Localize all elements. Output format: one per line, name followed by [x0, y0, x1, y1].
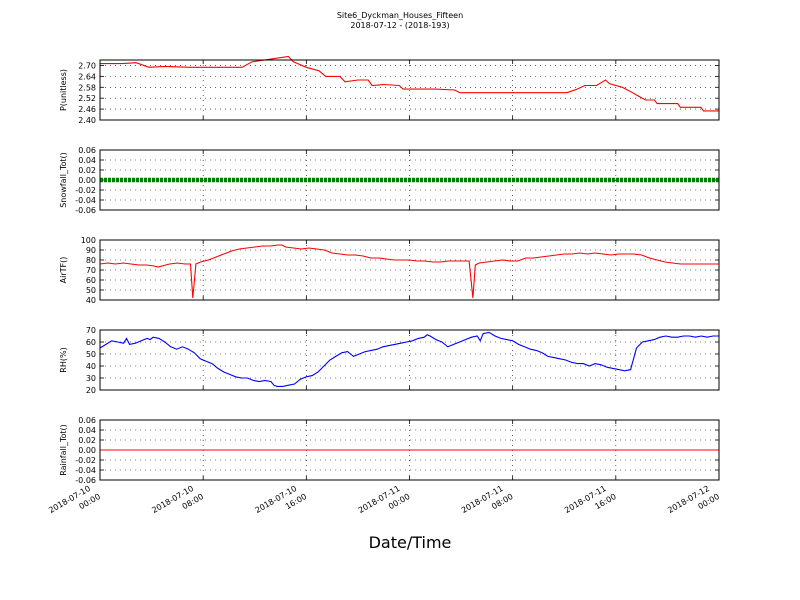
y-axis-label: RH(%): [59, 347, 68, 372]
y-tick-label: 0.04: [78, 156, 96, 165]
panel-frame: [99, 149, 720, 211]
y-tick-label: 70: [86, 266, 96, 275]
y-tick-label: 2.46: [78, 105, 96, 114]
panel-frame: [99, 419, 720, 481]
y-tick-label: 30: [86, 374, 96, 383]
y-tick-label: 2.52: [78, 94, 96, 103]
y-tick-label: -0.04: [75, 466, 96, 475]
y-tick-label: 0.02: [78, 436, 96, 445]
y-tick-label: 50: [86, 350, 96, 359]
y-tick-label: 0.06: [78, 416, 96, 425]
chart-subtitle: 2018-07-12 - (2018-193): [350, 21, 450, 30]
y-tick-label: 90: [86, 246, 96, 255]
x-axis-label: Date/Time: [368, 533, 452, 552]
y-tick-label: -0.02: [75, 456, 96, 465]
panel-frame: [99, 59, 720, 121]
y-tick-label: 2.40: [78, 116, 96, 125]
y-axis-label: P(unitless): [59, 69, 68, 111]
y-tick-label: -0.06: [75, 476, 96, 485]
y-tick-label: -0.06: [75, 206, 96, 215]
y-axis-label: Snowfall_Tot(): [59, 152, 68, 208]
chart-title: Site6_Dyckman_Houses_Fifteen: [336, 11, 464, 20]
y-tick-label: -0.02: [75, 186, 96, 195]
y-tick-label: 60: [86, 338, 96, 347]
y-axis-label: AirTF(): [59, 257, 68, 284]
y-tick-label: 80: [86, 256, 96, 265]
panel-frame: [99, 329, 720, 391]
y-tick-label: 40: [86, 296, 96, 305]
y-tick-label: 0.00: [78, 446, 96, 455]
y-tick-label: 0.04: [78, 426, 96, 435]
y-tick-label: 2.70: [78, 61, 96, 70]
y-tick-label: -0.04: [75, 196, 96, 205]
y-tick-label: 0.00: [78, 176, 96, 185]
y-tick-label: 40: [86, 362, 96, 371]
panel-frame: [99, 239, 720, 301]
y-tick-label: 2.58: [78, 83, 96, 92]
y-tick-label: 70: [86, 326, 96, 335]
y-tick-label: 100: [81, 236, 96, 245]
y-tick-label: 50: [86, 286, 96, 295]
y-tick-label: 60: [86, 276, 96, 285]
y-tick-label: 0.06: [78, 146, 96, 155]
series-3-line: [99, 331, 719, 387]
series-0-line: [100, 55, 719, 112]
y-tick-label: 2.64: [78, 72, 96, 81]
y-axis-label: Rainfall_Tot(): [59, 424, 68, 476]
y-tick-label: 20: [86, 386, 96, 395]
series-2-line: [99, 244, 719, 299]
y-tick-label: 0.02: [78, 166, 96, 175]
